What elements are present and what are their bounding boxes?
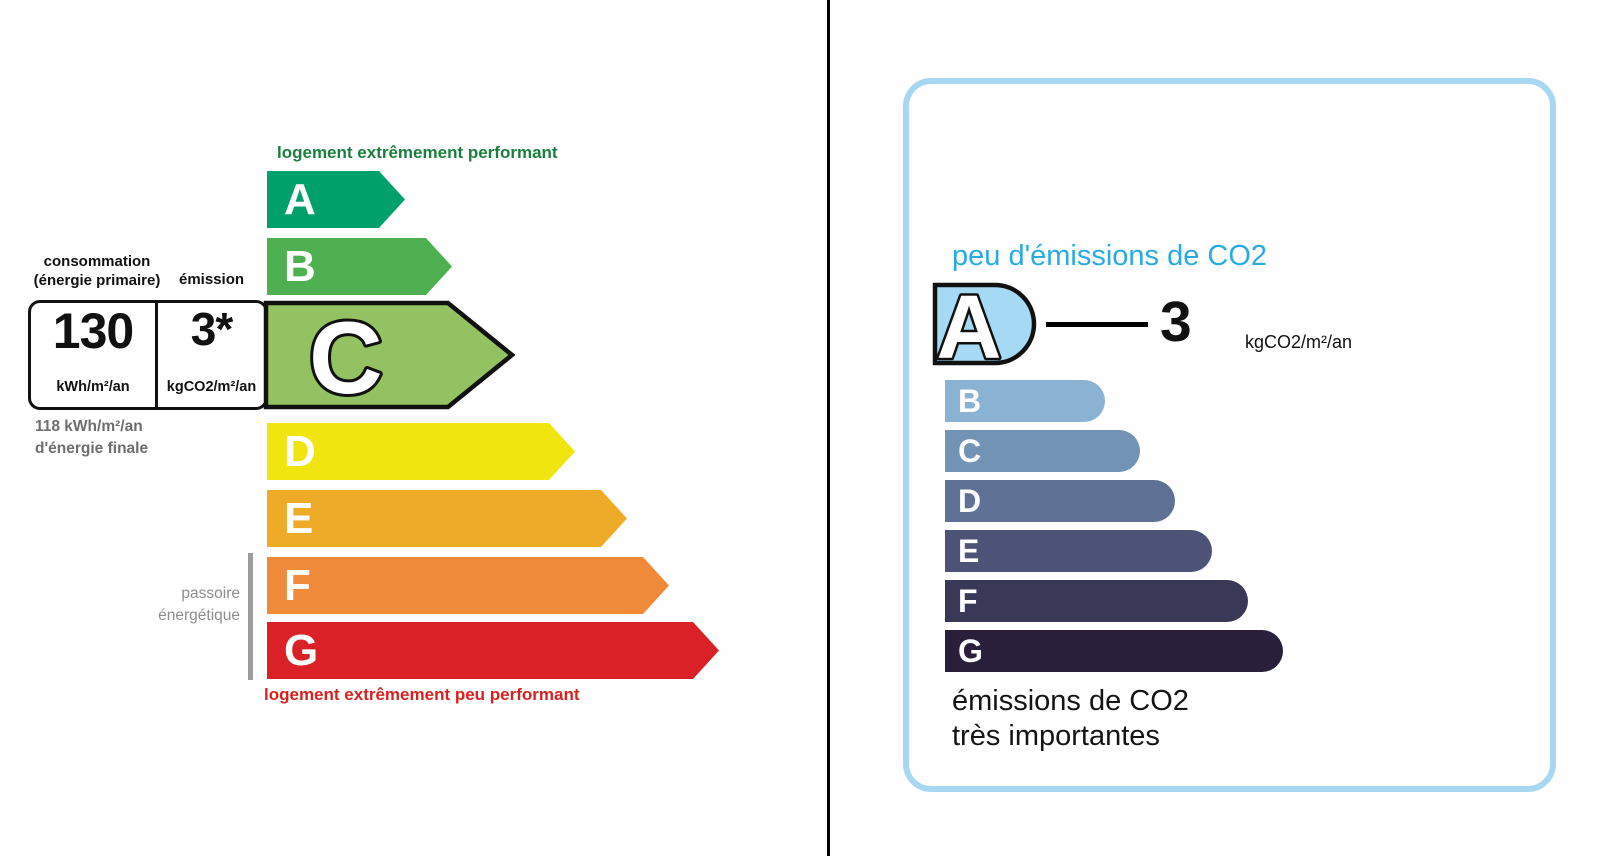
co2-rating-badge-shape (932, 282, 1037, 366)
co2-value-connector-line (1046, 322, 1148, 327)
sieve-label-line2: énergétique (158, 607, 240, 625)
final-energy-line2: d'énergie finale (35, 439, 149, 457)
sieve-label-line1: passoire (181, 585, 240, 602)
emission-value: 3* (190, 303, 233, 355)
energy-bar-f-letter: F (284, 560, 311, 610)
co2-bar-b-letter: B (958, 383, 982, 419)
co2-rating-badge: A (932, 281, 1037, 367)
co2-bar-g-letter: G (958, 633, 983, 669)
final-energy-line1: 118 kWh/m²/an (35, 418, 143, 435)
consumption-label-line2: (énergie primaire) (33, 272, 161, 290)
co2-top-caption: peu d'émissions de CO2 (952, 240, 1268, 272)
emission-unit: kgCO2/m²/an (166, 379, 257, 395)
energy-bar-e: E (267, 490, 627, 547)
energy-bar-b: B (267, 238, 452, 295)
energy-bar-b-letter: B (284, 241, 316, 291)
energy-bar-d-letter: D (284, 426, 316, 476)
co2-bar-c: C (945, 430, 1140, 472)
energy-bar-a-letter: A (284, 174, 316, 224)
co2-panel-frame (903, 78, 1556, 792)
co2-bar-f-letter: F (958, 583, 978, 619)
consumption-value: 130 (52, 303, 134, 359)
co2-bar-d-letter: D (958, 483, 982, 519)
co2-value: 3 (1160, 290, 1192, 354)
co2-bottom-caption-line1: émissions de CO2 (952, 685, 1189, 717)
energy-top-caption: logement extrêmement performant (277, 143, 558, 162)
co2-bar-c-letter: C (958, 433, 982, 469)
consumption-cell: 130 kWh/m²/an (31, 303, 155, 407)
energy-bar-e-letter: E (284, 493, 314, 543)
co2-bar-e-letter: E (958, 533, 980, 569)
energy-bar-c-shape (263, 300, 515, 410)
consumption-label: consommation (énergie primaire) (24, 252, 170, 290)
co2-bottom-caption-line2: très importantes (952, 719, 1160, 752)
energy-bar-a: A (267, 171, 405, 228)
emission-cell: 3* kgCO2/m²/an (155, 303, 265, 407)
co2-unit: kgCO2/m²/an (1245, 332, 1353, 352)
final-energy-note: 118 kWh/m²/an d'énergie finale (35, 416, 148, 459)
consumption-unit: kWh/m²/an (56, 379, 130, 395)
co2-rating-letter: A (937, 281, 1002, 367)
energy-bar-f: F (267, 557, 669, 614)
center-divider (827, 0, 830, 856)
energy-bar-g: G (267, 622, 719, 679)
co2-bar-b: B (945, 380, 1105, 422)
co2-bottom-caption: émissions de CO2 très importantes (952, 684, 1189, 754)
energy-rating-letter: C (309, 301, 383, 410)
consumption-label-line1: consommation (43, 253, 151, 270)
energy-sieve-label: passoire énergétique (88, 583, 240, 628)
energy-bar-d: D (267, 423, 575, 480)
energy-bar-c-current: C (263, 300, 515, 410)
co2-bar-e: E (945, 530, 1212, 572)
co2-bar-g: G (945, 630, 1283, 672)
energy-bar-g-letter: G (284, 625, 319, 675)
energy-sieve-bracket (248, 553, 253, 680)
co2-bar-f: F (945, 580, 1248, 622)
consumption-value-box: 130 kWh/m²/an 3* kgCO2/m²/an (28, 300, 268, 410)
co2-bar-d: D (945, 480, 1175, 522)
emission-label: émission (179, 271, 245, 288)
energy-bottom-caption: logement extrêmement peu performant (264, 685, 580, 704)
